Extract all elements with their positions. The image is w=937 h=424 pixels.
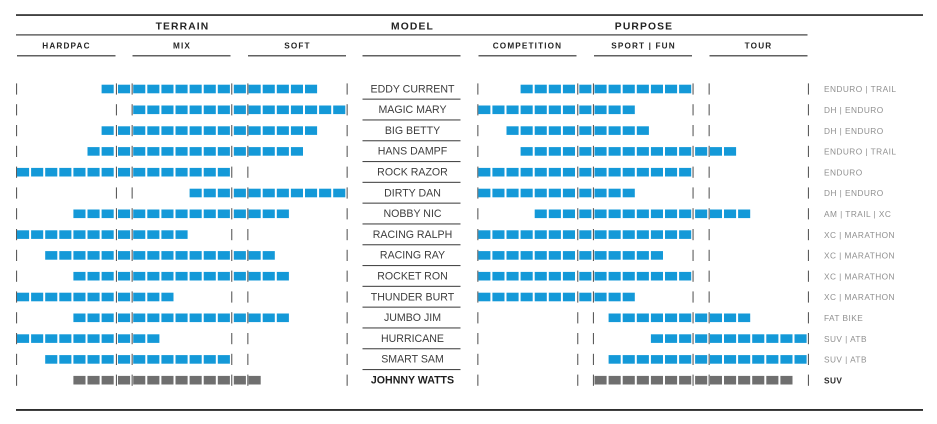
svg-text:ENDURO | TRAIL: ENDURO | TRAIL — [824, 84, 896, 94]
svg-text:MAGIC MARY: MAGIC MARY — [378, 104, 446, 116]
svg-text:AM | TRAIL | XC: AM | TRAIL | XC — [824, 209, 891, 219]
svg-text:NOBBY NIC: NOBBY NIC — [383, 208, 441, 220]
svg-text:XC | MARATHON: XC | MARATHON — [824, 292, 895, 302]
svg-text:XC | MARATHON: XC | MARATHON — [824, 271, 895, 281]
svg-text:HURRICANE: HURRICANE — [381, 333, 444, 345]
svg-text:THUNDER BURT: THUNDER BURT — [371, 291, 455, 303]
svg-text:SUV | ATB: SUV | ATB — [824, 355, 867, 365]
svg-text:SUV: SUV — [824, 375, 842, 385]
svg-text:BIG BETTY: BIG BETTY — [385, 125, 440, 137]
svg-text:EDDY CURRENT: EDDY CURRENT — [371, 83, 456, 95]
svg-text:PURPOSE: PURPOSE — [615, 22, 673, 33]
svg-text:DH | ENDURO: DH | ENDURO — [824, 188, 884, 198]
svg-text:MODEL: MODEL — [391, 22, 434, 33]
svg-text:JUMBO JIM: JUMBO JIM — [384, 312, 441, 324]
svg-text:SPORT | FUN: SPORT | FUN — [611, 42, 676, 51]
svg-text:SOFT: SOFT — [284, 42, 310, 51]
svg-text:RACING RALPH: RACING RALPH — [373, 229, 452, 241]
svg-text:RACING RAY: RACING RAY — [380, 250, 445, 262]
svg-text:DH | ENDURO: DH | ENDURO — [824, 126, 884, 136]
svg-text:ENDURO: ENDURO — [824, 167, 863, 177]
svg-text:ENDURO | TRAIL: ENDURO | TRAIL — [824, 147, 896, 157]
svg-text:FAT BIKE: FAT BIKE — [824, 313, 863, 323]
svg-text:ROCKET RON: ROCKET RON — [377, 271, 447, 283]
svg-text:MIX: MIX — [173, 42, 191, 51]
svg-text:HARDPAC: HARDPAC — [42, 42, 90, 51]
svg-text:HANS DAMPF: HANS DAMPF — [378, 146, 448, 158]
svg-text:SMART SAM: SMART SAM — [381, 354, 444, 366]
svg-text:ROCK RAZOR: ROCK RAZOR — [377, 167, 448, 179]
svg-text:DH | ENDURO: DH | ENDURO — [824, 105, 884, 115]
svg-text:TERRAIN: TERRAIN — [156, 22, 210, 33]
svg-text:TOUR: TOUR — [745, 42, 773, 51]
svg-text:DIRTY DAN: DIRTY DAN — [384, 187, 441, 199]
svg-text:JOHNNY WATTS: JOHNNY WATTS — [371, 375, 454, 387]
svg-text:XC | MARATHON: XC | MARATHON — [824, 251, 895, 261]
svg-text:COMPETITION: COMPETITION — [493, 42, 563, 51]
svg-text:XC | MARATHON: XC | MARATHON — [824, 230, 895, 240]
svg-text:SUV | ATB: SUV | ATB — [824, 334, 867, 344]
